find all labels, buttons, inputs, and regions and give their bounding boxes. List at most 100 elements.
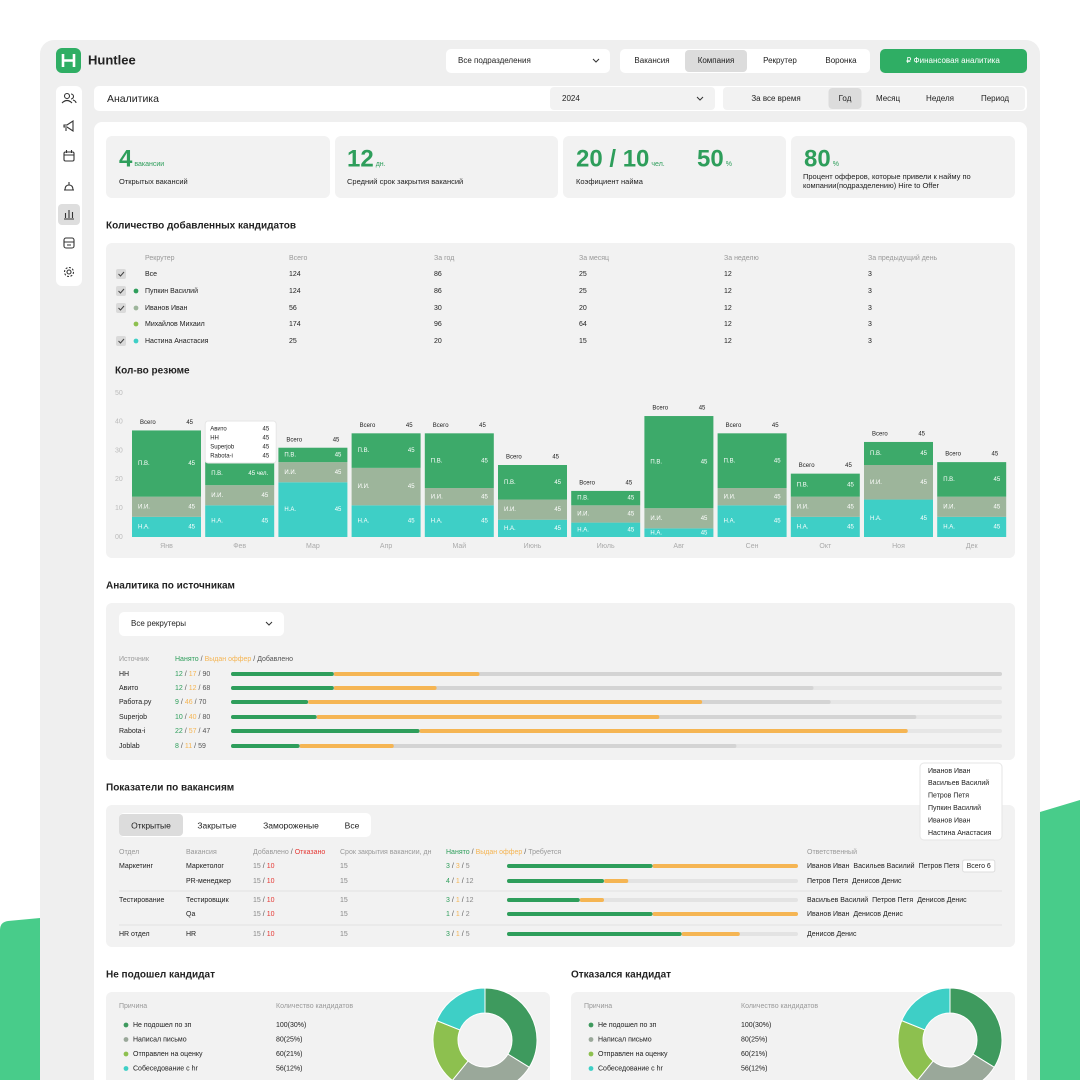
segment-text: 45 (408, 484, 415, 490)
checkbox[interactable] (116, 336, 126, 346)
reason: Не подошел по зп (598, 1022, 657, 1029)
vacancy: PR-менеджер (186, 878, 231, 885)
finance-button[interactable] (880, 49, 1027, 73)
checkbox[interactable] (116, 286, 126, 296)
owner: Денисов Денис (852, 878, 902, 885)
year-select[interactable] (550, 87, 715, 110)
popup-item: Петров Петя (928, 793, 969, 800)
label-part: / (452, 897, 454, 904)
tab[interactable]: Закрытые (197, 820, 236, 830)
added-rejected: 15/10 (253, 897, 275, 904)
label-part: / (199, 728, 201, 735)
label-part: Выдан оффер (476, 849, 523, 856)
owner-total: Всего 6 (967, 863, 991, 870)
segment-text: 45 (701, 516, 708, 522)
tooltip-value: 45 (263, 454, 270, 460)
period[interactable]: Месяц (876, 94, 901, 103)
segment-name: И.И. (284, 470, 296, 476)
cell: 25 (289, 338, 297, 345)
checkbox[interactable] (116, 269, 126, 279)
segment-name: Н.А. (358, 519, 370, 525)
x-tick-label: Апр (380, 543, 392, 550)
source-values: 12/17/90 (175, 671, 210, 678)
segment-name: И.И. (797, 504, 809, 510)
kpi-card (563, 136, 786, 198)
icon[interactable] (66, 269, 72, 275)
label-part: 1 (456, 931, 460, 938)
label-part: 1 (446, 911, 450, 918)
cell: 3 (868, 271, 872, 278)
cell: 3 (868, 338, 872, 345)
icon[interactable] (64, 150, 74, 156)
total-value: 45 (992, 452, 999, 458)
cell: Пупкин Василий (145, 287, 198, 295)
tab[interactable]: Воронка (825, 56, 857, 65)
icon[interactable] (63, 119, 74, 133)
cell: Настина Анастасия (145, 338, 209, 345)
total-label: Всего (799, 463, 815, 469)
label-part: Нанято (446, 849, 470, 856)
tab[interactable]: Открытые (131, 820, 171, 830)
icon[interactable] (64, 210, 74, 220)
tab[interactable]: Все (345, 820, 360, 830)
segment-name: Н.А. (870, 516, 882, 522)
track (507, 898, 798, 902)
progress-values: 1/1/2 (446, 911, 470, 918)
kpi-value: 50 (697, 145, 724, 172)
total-value: 45 (772, 423, 779, 429)
period[interactable]: За все время (751, 94, 800, 103)
donut-slice (917, 1053, 995, 1080)
segment-name: П.В. (431, 458, 443, 464)
donut-slice (436, 987, 486, 1031)
period[interactable]: Неделя (926, 94, 954, 103)
tab[interactable]: Компания (698, 56, 735, 65)
icon[interactable] (63, 151, 75, 162)
x-tick-label: Ноя (892, 543, 905, 550)
tab[interactable]: Замороженые (263, 820, 319, 830)
period[interactable]: Период (981, 94, 1009, 103)
icon[interactable] (63, 237, 75, 249)
bar-segment (351, 433, 421, 468)
tab[interactable]: Рекрутер (763, 56, 797, 65)
label-part: Нанято (175, 656, 199, 663)
tooltip-label: Авито (210, 427, 227, 433)
icon[interactable] (64, 182, 74, 191)
segment-name: П.В. (943, 477, 955, 483)
segment-text: 45 (994, 477, 1001, 483)
label-part: 15 (253, 878, 261, 885)
segment-name: П.В. (504, 480, 516, 486)
tooltip-label: Rabota-i (210, 454, 233, 460)
dept: Маркетинг (119, 863, 153, 870)
cell: 15 (579, 338, 587, 345)
chevron (265, 621, 273, 626)
column-header: За месяц (579, 255, 609, 262)
label-part: / (185, 714, 187, 721)
column-header: За год (434, 255, 454, 262)
tab[interactable]: Вакансия (634, 56, 669, 65)
reason: Написал письмо (598, 1036, 652, 1043)
column-header: Срок закрытия вакансии, дн (340, 849, 432, 856)
cell: 25 (579, 288, 587, 295)
recruiter-select[interactable] (119, 612, 284, 636)
kpi-label: Коэфициент найма (576, 177, 644, 186)
cell: 86 (434, 271, 442, 278)
cell: 20 (579, 305, 587, 312)
segment-text: 45 (262, 519, 269, 525)
bar-segment (937, 496, 1007, 517)
column-header: Нанято / Выдан оффер / Требуется (446, 848, 561, 856)
segment-name: Н.А. (211, 519, 223, 525)
icon[interactable] (61, 93, 77, 104)
checkbox[interactable] (116, 303, 126, 313)
owner: Петров Петя (919, 863, 960, 870)
division-select[interactable] (446, 49, 610, 73)
icon[interactable] (63, 92, 71, 100)
icon[interactable] (63, 266, 75, 278)
segment-text: 45 (920, 516, 927, 522)
progress-values: 3/3/5 (446, 863, 470, 870)
cell: 3 (868, 321, 872, 328)
bar-segment (498, 465, 567, 500)
label-part: 12 (175, 685, 183, 692)
icon[interactable] (64, 241, 74, 246)
period[interactable]: Год (839, 94, 852, 103)
